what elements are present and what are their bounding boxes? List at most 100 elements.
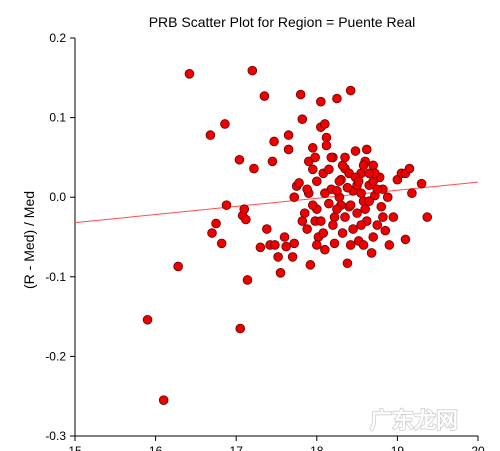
data-point: [342, 258, 353, 269]
data-point: [328, 220, 338, 230]
data-point: [242, 275, 253, 285]
data-point: [352, 208, 362, 218]
data-point: [311, 176, 322, 187]
data-point: [273, 252, 283, 262]
data-point: [318, 228, 329, 238]
data-point: [221, 200, 232, 210]
data-point: [267, 156, 278, 167]
data-point: [329, 238, 340, 249]
data-point: [358, 240, 369, 250]
data-point: [279, 232, 290, 242]
data-point: [364, 196, 374, 206]
data-point: [360, 204, 370, 214]
data-point: [262, 224, 272, 234]
x-tick-label: 19: [391, 444, 405, 451]
data-point: [340, 152, 350, 163]
data-point: [302, 184, 312, 195]
y-axis-title-group: (R - Med) / Med: [21, 191, 37, 289]
data-point: [320, 244, 330, 255]
data-point: [307, 200, 318, 210]
data-point: [220, 119, 230, 129]
data-point: [364, 168, 374, 179]
data-point: [348, 224, 358, 234]
data-point: [332, 93, 342, 104]
data-point: [295, 89, 306, 100]
data-point: [368, 232, 379, 242]
data-point: [305, 260, 316, 270]
data-point: [283, 130, 294, 140]
data-point: [382, 192, 393, 203]
data-point: [368, 160, 379, 171]
data-point: [345, 240, 356, 250]
data-point: [275, 268, 286, 278]
data-point: [259, 91, 270, 101]
data-point: [337, 160, 348, 171]
data-point: [400, 234, 411, 245]
data-point: [329, 212, 340, 222]
data-point: [320, 119, 330, 129]
y-tick-label: 0.2: [49, 31, 66, 45]
y-tick-label: 0.1: [49, 111, 66, 125]
data-point: [324, 198, 334, 209]
x-tick-label: 16: [149, 444, 163, 451]
x-tick-label: 17: [230, 444, 244, 451]
data-point: [307, 164, 318, 175]
data-point: [211, 218, 221, 229]
data-point: [158, 395, 169, 405]
data-point: [269, 136, 279, 147]
data-point: [358, 160, 369, 171]
data-point: [378, 212, 388, 222]
data-point: [239, 204, 250, 214]
data-point: [416, 178, 427, 189]
data-point: [283, 144, 294, 155]
x-tick-label: 15: [68, 444, 82, 451]
data-point: [384, 240, 395, 250]
data-point: [142, 314, 153, 325]
data-point: [297, 114, 308, 124]
data-point: [340, 212, 350, 222]
data-point: [361, 144, 372, 155]
data-point: [368, 176, 379, 187]
data-point: [320, 188, 330, 199]
data-point: [235, 323, 246, 334]
y-tick-label: 0.0: [49, 190, 66, 204]
data-point: [294, 178, 304, 188]
regression-line: [74, 181, 479, 224]
data-point: [270, 240, 280, 250]
chart-title: PRB Scatter Plot for Region = Puente Rea…: [149, 14, 416, 30]
data-point: [311, 240, 322, 250]
data-point: [356, 220, 366, 230]
data-point: [334, 176, 345, 187]
data-point: [173, 261, 183, 272]
data-point: [289, 192, 300, 203]
x-tick-label: 20: [471, 444, 485, 451]
data-point: [247, 65, 258, 76]
data-point: [388, 212, 399, 222]
data-point: [407, 188, 417, 199]
data-point: [205, 130, 216, 140]
data-point: [255, 242, 266, 253]
data-point: [184, 69, 195, 79]
data-point: [289, 238, 300, 249]
data-point: [281, 241, 291, 252]
data-point: [356, 188, 366, 199]
data-point: [321, 140, 332, 151]
data-point: [342, 182, 353, 193]
watermark: 广东龙网: [370, 408, 458, 434]
data-point: [337, 228, 348, 238]
y-axis-title: (R - Med) / Med: [21, 191, 37, 289]
plot-area: 0.2 0.1 0.0 -0.1 -0.2 -0.315 16 17 18 19 20: [45, 31, 485, 451]
y-tick-label: -0.1: [45, 270, 66, 284]
data-point: [332, 186, 342, 196]
data-point: [345, 85, 356, 96]
data-point: [316, 96, 326, 107]
data-point: [372, 220, 383, 230]
y-tick-label: -0.3: [45, 429, 66, 443]
data-point: [321, 132, 332, 143]
data-point: [307, 143, 318, 153]
data-point: [249, 163, 259, 174]
data-point: [376, 201, 387, 212]
data-point: [353, 176, 364, 187]
data-point: [310, 152, 320, 163]
